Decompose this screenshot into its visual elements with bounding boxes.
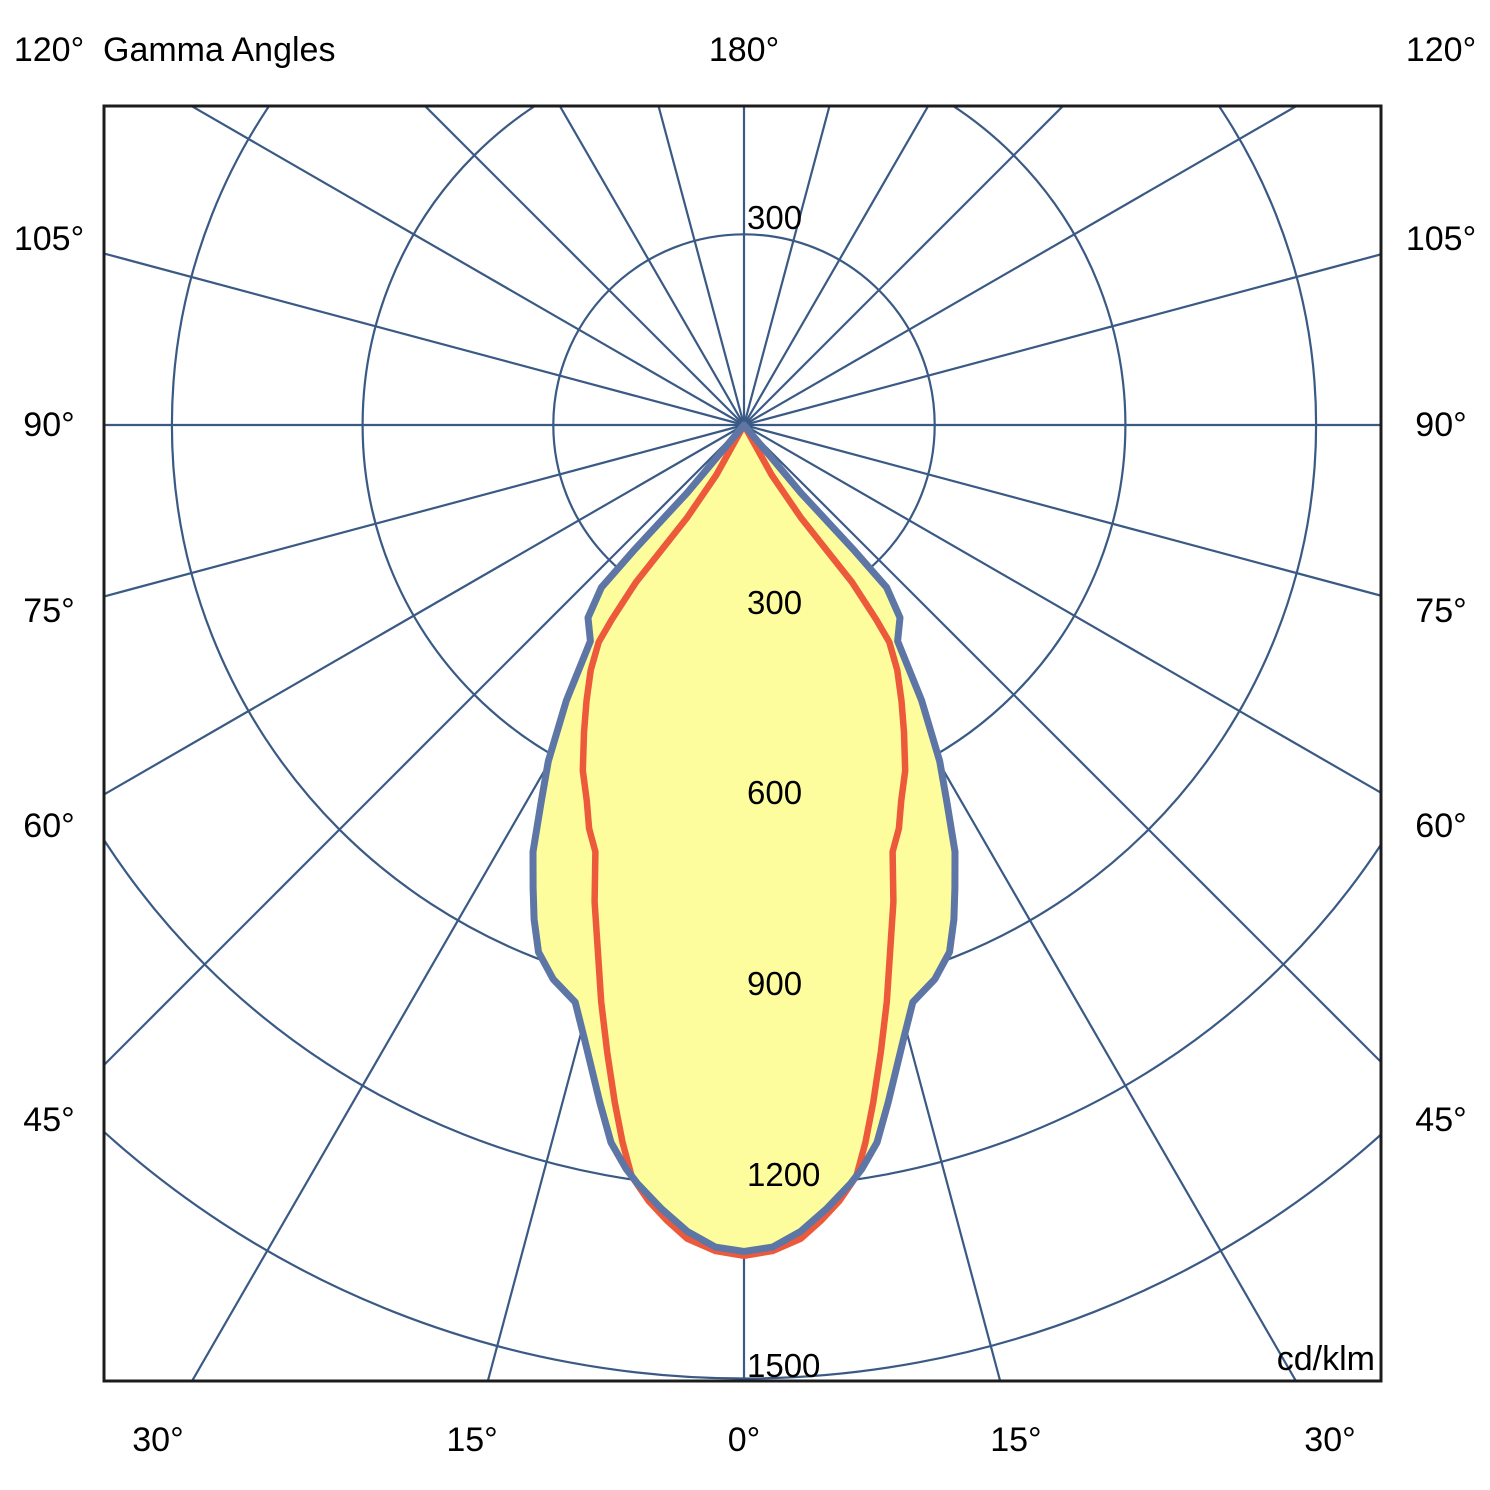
grid-radial-line-285: [104, 423, 745, 598]
angle-label-right-45: 45°: [1415, 1101, 1467, 1139]
radial-tick-1200-below: 1200: [747, 1155, 821, 1193]
angle-label-left-75: 75°: [23, 592, 75, 631]
angle-label-bottom-15-right: 15°: [990, 1421, 1042, 1459]
grid-radial-line-195: [657, 106, 746, 426]
grid-radial-line-135: [743, 106, 1065, 426]
radial-tick-300-above: 300: [747, 199, 803, 237]
angle-label-right-90: 90°: [1415, 406, 1467, 444]
grid-radial-line-60: [743, 424, 1381, 795]
grid-radial-line-225: [423, 106, 745, 426]
grid-radial-line-45: [743, 424, 1381, 1064]
grid-radial-line-105: [743, 253, 1381, 427]
grid-radial-line-210: [558, 106, 745, 426]
grid-radial-line-150: [743, 106, 930, 426]
beam-outline-curve: [529, 421, 959, 1255]
plot-border: [102, 104, 1383, 1383]
grid-radial-line-315: [104, 424, 745, 1067]
radial-tick-600-below: 600: [747, 774, 803, 812]
secondary-curve: [579, 421, 909, 1260]
chart-title: Gamma Angles: [103, 31, 336, 69]
angle-label-bottom-0-center: 0°: [727, 1421, 761, 1459]
angle-label-right-120: 120°: [1405, 31, 1477, 69]
angle-label-left-45: 45°: [23, 1101, 75, 1139]
angle-label-left-120: 120°: [13, 31, 85, 69]
pole-angle-label-180: 180°: [708, 31, 780, 69]
grid-radial-line-300: [104, 424, 745, 796]
angle-label-bottom-15-left: 15°: [446, 1421, 498, 1459]
angle-label-bottom-30-right: 30°: [1304, 1421, 1356, 1459]
angle-label-right-60: 60°: [1415, 807, 1467, 846]
angle-label-right-75: 75°: [1415, 592, 1467, 631]
angle-label-bottom-30-left: 30°: [132, 1421, 184, 1459]
radial-tick-300-below: 300: [747, 583, 803, 621]
grid-radial-line-255: [104, 252, 745, 427]
grid-radial-line-240: [189, 106, 745, 426]
grid-radial-line-120: [743, 106, 1299, 426]
curves-layer: [529, 421, 959, 1260]
angle-label-left-60: 60°: [23, 807, 75, 846]
angle-label-left-90: 90°: [23, 406, 75, 444]
unit-label: cd/klm: [1276, 1340, 1375, 1378]
radial-tick-900-below: 900: [747, 965, 803, 1003]
angle-label-left-105: 105°: [13, 219, 85, 258]
grid-radial-line-165: [742, 106, 831, 426]
beam-lobe-fill: [533, 425, 955, 1252]
grid-radial-line-75: [743, 423, 1381, 597]
angle-label-right-105: 105°: [1405, 219, 1477, 258]
radial-tick-1500-below: 1500: [747, 1346, 821, 1384]
